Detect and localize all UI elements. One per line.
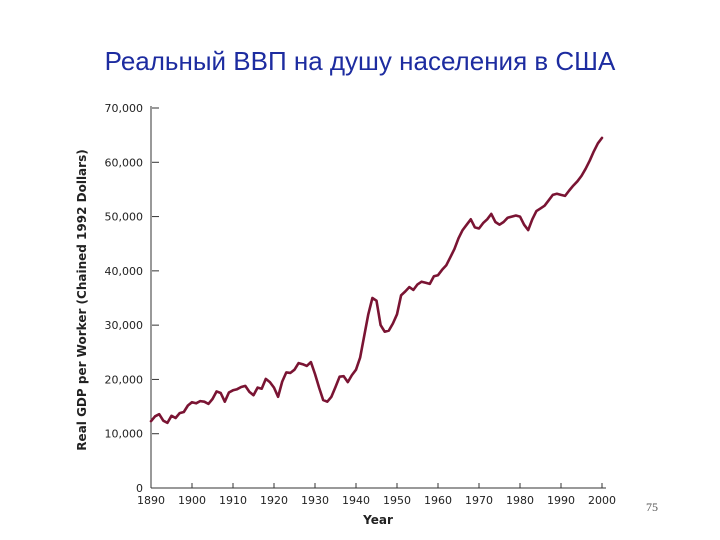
x-tick-label: 1940 xyxy=(342,494,370,507)
chart-title: Реальный ВВП на душу населения в США xyxy=(104,46,616,76)
y-tick-label: 10,000 xyxy=(105,428,144,441)
x-tick-label: 1970 xyxy=(465,494,493,507)
chart-axes xyxy=(150,106,606,489)
y-tick-label: 0 xyxy=(136,482,143,495)
y-tick-label: 60,000 xyxy=(105,156,144,169)
y-tick-label: 30,000 xyxy=(105,319,144,332)
x-axis-title: Year xyxy=(362,513,393,527)
x-tick-label: 1890 xyxy=(137,494,165,507)
y-tick-label: 50,000 xyxy=(105,211,144,224)
x-tick-label: 2000 xyxy=(588,494,616,507)
x-tick-label: 1900 xyxy=(178,494,206,507)
y-tick-label: 70,000 xyxy=(105,102,144,115)
slide-number: 75 xyxy=(646,500,658,514)
x-tick-label: 1920 xyxy=(260,494,288,507)
y-tick-label: 20,000 xyxy=(105,373,144,386)
x-tick-label: 1990 xyxy=(547,494,575,507)
y-axis-title: Real GDP per Worker (Chained 1992 Dollar… xyxy=(75,149,89,450)
chart-plot-area xyxy=(149,136,604,425)
x-tick-label: 1980 xyxy=(506,494,534,507)
chart-ticks: 0 10,000 20,000 30,000 40,000 50,000 60,000 70,… xyxy=(105,102,617,507)
x-tick-label: 1960 xyxy=(424,494,452,507)
x-tick-label: 1910 xyxy=(219,494,247,507)
x-tick-label: 1930 xyxy=(301,494,329,507)
x-tick-label: 1950 xyxy=(383,494,411,507)
y-tick-label: 40,000 xyxy=(105,265,144,278)
series-line-0 xyxy=(149,136,604,425)
